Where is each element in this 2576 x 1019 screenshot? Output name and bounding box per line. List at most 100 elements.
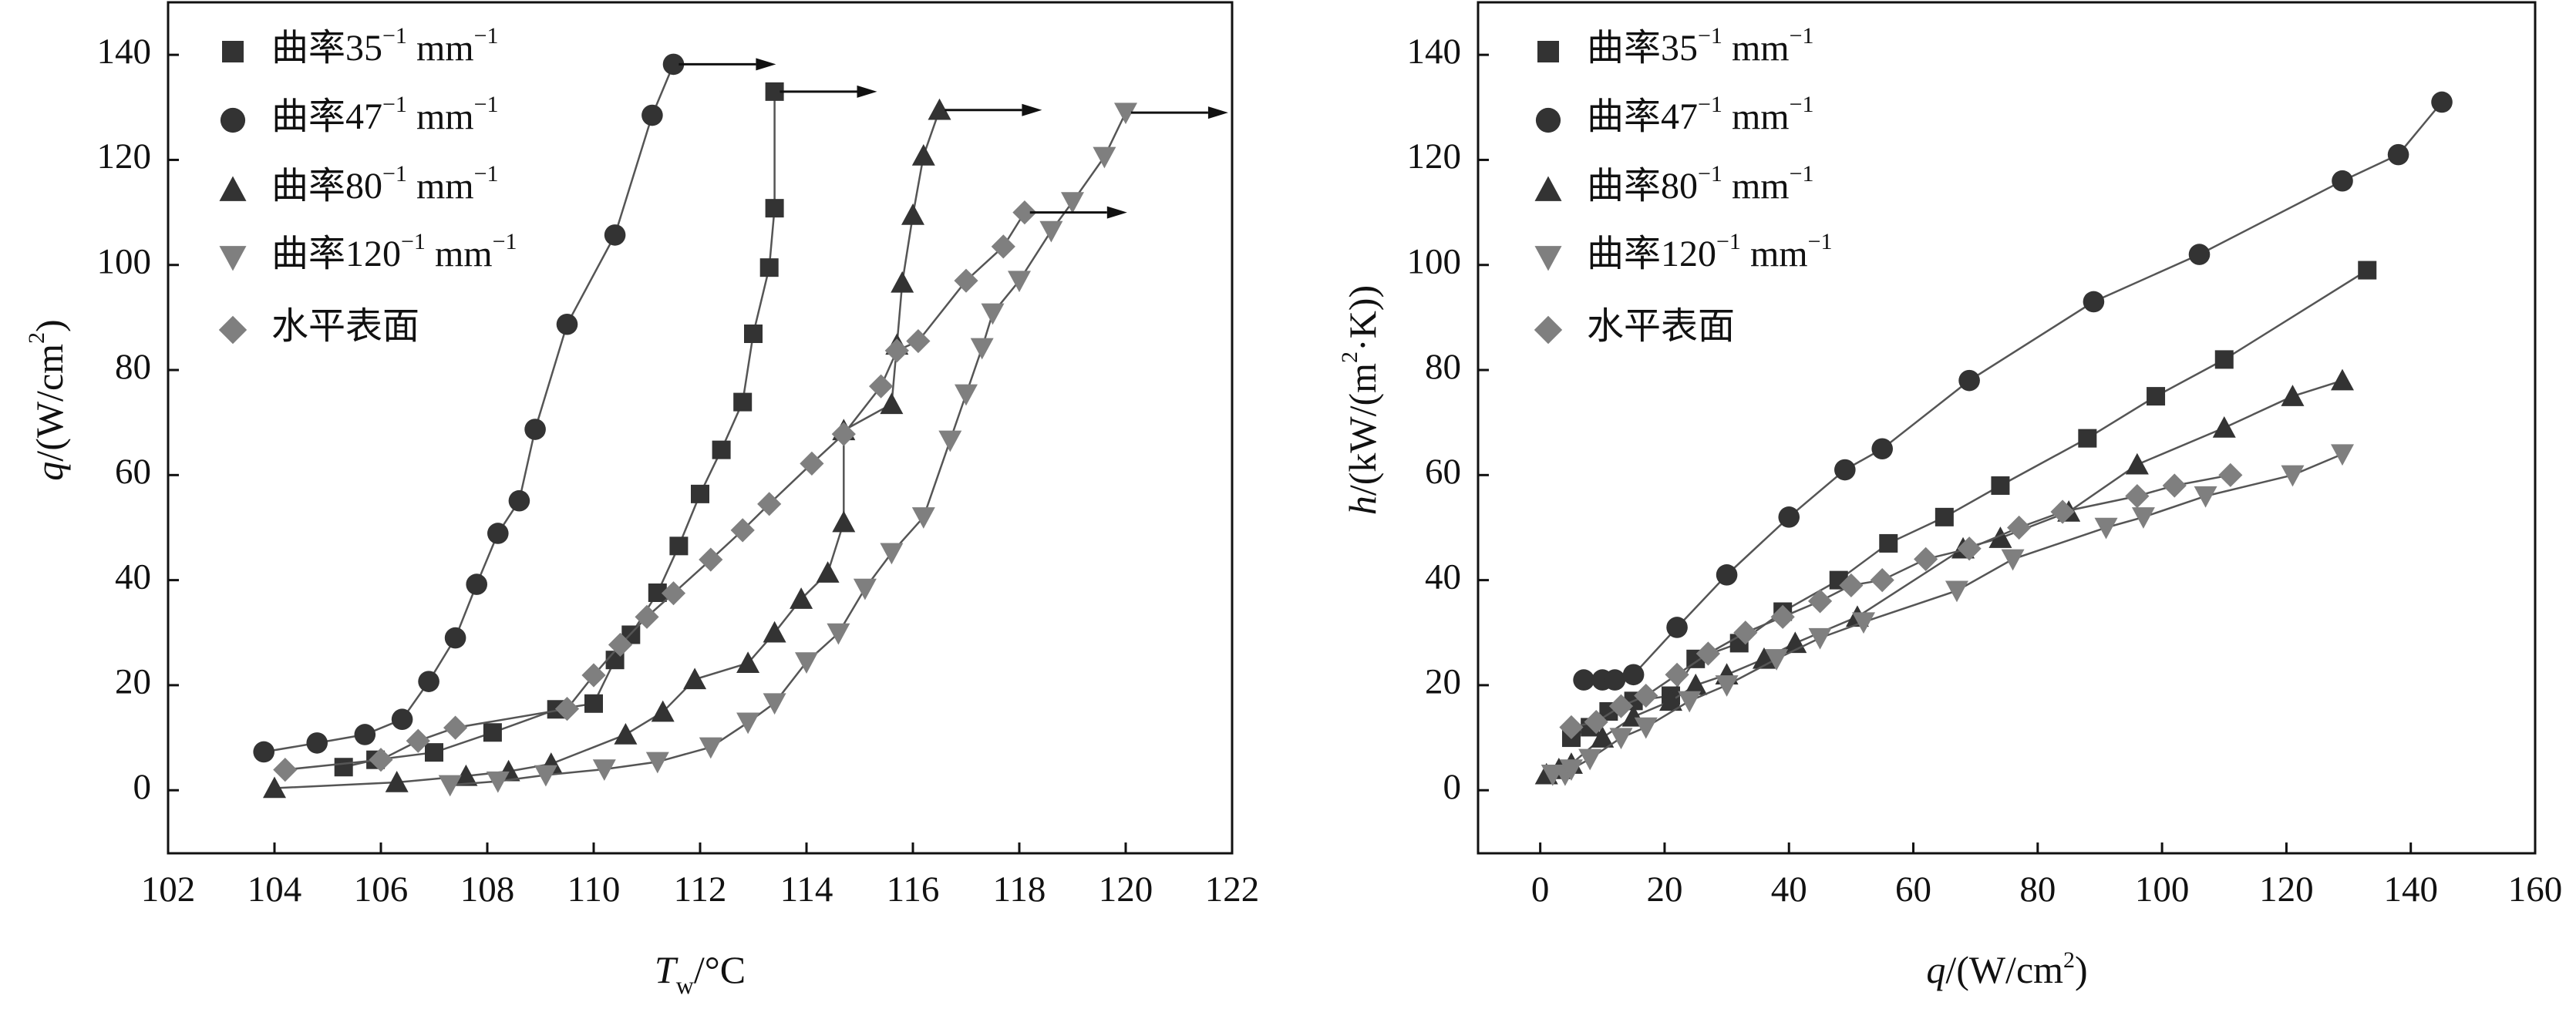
left-arrow-head: [1022, 103, 1042, 116]
left-legend-label-curv47-name: 曲率47: [271, 96, 382, 137]
left-legend-symbol-triangle-up: [219, 176, 247, 201]
left-point-triangle-up: [454, 764, 478, 786]
right-legend-label-curv35-exp: −1: [1698, 23, 1722, 49]
left-point-triangle-down: [699, 737, 722, 759]
right-point-circle: [1958, 369, 1980, 392]
left-point-circle: [556, 313, 578, 335]
right-point-diamond: [1770, 604, 1795, 629]
left-axes: 102 104 106 108 110 112 114 116 118 120 122 0 20 40 60…: [97, 1, 1260, 910]
right-legend-symbol-square: [1537, 41, 1559, 62]
right-x-axis-title-unit: /(W/cm: [1945, 948, 2063, 991]
left-legend-entry-curv35: 曲率35−1 mm−1: [222, 23, 499, 69]
right-point-circle: [1871, 438, 1894, 460]
left-y-tick-label: 0: [133, 767, 152, 807]
left-point-diamond: [906, 328, 931, 354]
left-legend-label-curv35: 曲率35−1 mm−1: [271, 23, 499, 69]
left-point-diamond: [954, 268, 978, 293]
left-point-triangle-down: [853, 578, 877, 600]
right-legend-entry-curv47: 曲率47−1 mm−1: [1535, 92, 1814, 137]
right-legend-symbol-triangle-up: [1534, 176, 1562, 201]
right-x-tick-label: 40: [1771, 869, 1807, 910]
right-legend-label-curv120-name: 曲率120: [1587, 234, 1716, 274]
right-point-diamond: [2218, 462, 2243, 487]
right-y-tick-label: 20: [1425, 662, 1461, 702]
right-point-square: [1991, 476, 2010, 495]
right-legend-entry-curv120: 曲率120−1 mm−1: [1534, 229, 1833, 274]
left-point-triangle-down: [911, 507, 935, 529]
left-legend-label-curv80-exp: −1: [382, 161, 407, 187]
left-legend: 曲率35−1 mm−1 曲率47−1 mm−1 曲率80−1 mm−1 曲率12…: [218, 23, 517, 347]
left-y-tick-label: 40: [115, 557, 151, 597]
right-point-triangle-down: [2281, 465, 2305, 487]
right-point-triangle-up: [1684, 673, 1708, 695]
right-y-tick-label: 80: [1425, 347, 1461, 387]
left-legend-marker-triangle-up: [219, 176, 247, 201]
left-point-triangle-down: [763, 693, 786, 715]
right-point-diamond: [1807, 589, 1833, 614]
left-point-triangle-down: [736, 712, 760, 735]
left-point-diamond: [757, 492, 782, 516]
right-point-triangle-down: [2131, 507, 2155, 529]
left-point-square: [691, 484, 709, 503]
left-y-tick-label: 120: [97, 136, 152, 177]
right-point-circle: [2387, 143, 2409, 166]
left-point-diamond: [635, 604, 659, 629]
left-series-line-triangle-up: [274, 109, 941, 789]
right-point-circle: [1778, 506, 1800, 528]
left-point-triangle-down: [1061, 192, 1084, 214]
right-point-triangle-down: [1609, 728, 1633, 750]
left-point-diamond: [369, 748, 393, 772]
right-point-diamond: [1665, 662, 1689, 687]
right-legend-entry-curv80: 曲率80−1 mm−1: [1534, 161, 1814, 207]
right-point-triangle-down: [1808, 627, 1832, 650]
left-series-diamond: [273, 200, 1037, 782]
right-y-tick-label: 60: [1425, 452, 1461, 492]
right-point-triangle-down: [1715, 675, 1739, 697]
left-legend-label-curv120-exp: −1: [401, 229, 426, 254]
left-x-axis-title-unit: /°C: [694, 948, 746, 991]
right-point-triangle-down: [2330, 444, 2354, 466]
left-y-axis-title-symbol: q: [28, 462, 71, 481]
right-point-triangle-down: [1559, 759, 1583, 781]
left-y-axis-title-superscript: 2: [24, 332, 49, 344]
left-point-square: [425, 743, 443, 762]
left-point-triangle-down: [438, 775, 462, 797]
left-arrow-head: [857, 85, 877, 98]
left-point-triangle-down: [880, 543, 904, 565]
left-point-diamond: [800, 451, 824, 476]
right-legend-marker-diamond: [1534, 315, 1563, 345]
left-point-diamond: [554, 696, 580, 721]
right-point-square: [2214, 350, 2234, 369]
right-point-square: [2078, 429, 2097, 448]
left-point-triangle-down: [1114, 103, 1137, 125]
left-legend-label-curv80: 曲率80−1 mm−1: [271, 161, 499, 207]
left-point-triangle-down: [981, 303, 1005, 325]
left-point-circle: [253, 741, 275, 763]
left-x-tick-label: 116: [887, 869, 940, 910]
left-point-circle: [306, 732, 328, 754]
right-legend-label-curv120: 曲率120−1 mm−1: [1587, 229, 1833, 274]
left-legend-label-curv120-unit: mm: [426, 234, 493, 274]
left-legend-label-curv35-unit: mm: [407, 28, 474, 69]
right-point-diamond: [1914, 546, 1938, 571]
left-point-diamond: [699, 547, 723, 572]
left-point-circle: [524, 419, 546, 440]
left-x-tick-label: 112: [674, 869, 727, 910]
right-legend-label-curv120-exp: −1: [1716, 229, 1741, 254]
right-legend-marker-triangle-up: [1534, 176, 1562, 201]
right-point-diamond: [1608, 694, 1634, 718]
left-point-triangle-down: [1039, 220, 1063, 243]
right-y-axis-title-text: h/(kW/(m2·K)): [1337, 285, 1385, 515]
right-point-circle: [2431, 91, 2453, 113]
left-x-tick-label: 106: [354, 869, 409, 910]
right-point-triangle-up: [1659, 689, 1683, 711]
left-legend-label-curv120: 曲率120−1 mm−1: [271, 229, 517, 274]
left-x-tick-label: 122: [1205, 869, 1260, 910]
right-legend-label-curv35: 曲率35−1 mm−1: [1587, 23, 1814, 69]
right-legend-label-curv120-unit: mm: [1741, 234, 1808, 274]
right-legend-label-curv35-unit: mm: [1722, 28, 1790, 69]
left-point-circle: [508, 489, 530, 512]
left-x-tick-label: 102: [141, 869, 196, 910]
right-point-diamond: [1733, 620, 1758, 645]
left-arrow-head: [1207, 106, 1228, 119]
